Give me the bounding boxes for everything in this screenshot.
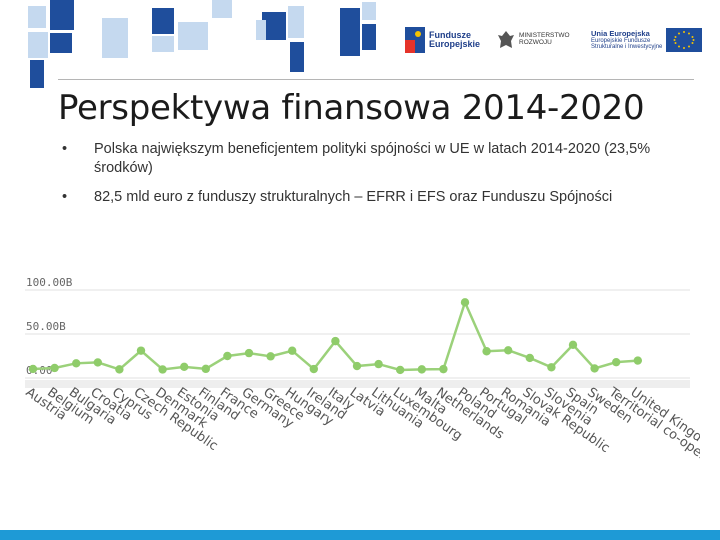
data-point xyxy=(439,364,448,374)
data-point xyxy=(590,364,599,373)
data-point xyxy=(28,364,38,374)
eagle-emblem-icon xyxy=(498,31,514,48)
data-point xyxy=(612,357,621,367)
logo-ministry-line2: ROZWOJU xyxy=(519,39,552,46)
bullet-list: • Polska największym beneficjentem polit… xyxy=(62,140,712,217)
data-point xyxy=(331,336,340,346)
logo-fundusze-europejskie: Fundusze Europejskie xyxy=(405,18,480,62)
bullet-marker: • xyxy=(62,189,68,205)
data-point xyxy=(223,351,232,361)
header-divider xyxy=(58,79,694,80)
data-point xyxy=(72,359,81,368)
data-point xyxy=(309,364,318,374)
funds-line-chart: 100.00B50.00B0.00AustriaBelgiumBulgariaC… xyxy=(23,276,700,470)
data-point xyxy=(633,356,642,365)
data-point xyxy=(201,364,210,374)
logo-eu-line3: Strukturalne i Inwestycyjne xyxy=(591,43,663,50)
data-point xyxy=(158,365,167,374)
data-point xyxy=(93,358,103,367)
partner-logos: Fundusze Europejskie MINISTERSTWO ROZWOJ… xyxy=(405,18,705,62)
bottom-accent-bar xyxy=(0,530,720,540)
logo-fe-line1: Fundusze xyxy=(429,29,471,40)
x-axis-band xyxy=(25,380,690,388)
bullet-text: 82,5 mld euro z funduszy strukturalnych … xyxy=(94,189,613,205)
logo-eu-line2: Europejskie Fundusze xyxy=(591,37,651,44)
data-point xyxy=(547,363,556,372)
data-point xyxy=(460,298,470,307)
bullet-text: Polska największym beneficjentem polityk… xyxy=(94,141,651,176)
logo-ministry-line1: MINISTERSTWO xyxy=(519,32,570,40)
series-line xyxy=(32,298,638,372)
data-point xyxy=(374,359,383,369)
data-point xyxy=(115,365,124,374)
bullet-marker: • xyxy=(62,141,68,157)
data-point xyxy=(136,346,146,355)
decorative-squares xyxy=(28,0,376,88)
data-point xyxy=(50,363,59,373)
y-tick-label: 100.00B xyxy=(26,276,73,289)
data-point xyxy=(568,340,578,350)
fe-star-icon xyxy=(405,27,425,53)
header-decoration xyxy=(0,0,400,95)
data-point xyxy=(352,361,362,371)
eu-flag-icon xyxy=(666,28,703,52)
data-point xyxy=(288,346,297,355)
data-point xyxy=(396,365,405,375)
y-tick-label: 50.00B xyxy=(26,320,66,333)
data-point xyxy=(504,346,513,355)
data-point xyxy=(417,365,426,374)
bullet-item: • Polska największym beneficjentem polit… xyxy=(62,140,712,178)
bullet-item: • 82,5 mld euro z funduszy strukturalnyc… xyxy=(62,188,712,207)
logo-ministerstwo-rozwoju: MINISTERSTWO ROZWOJU xyxy=(497,18,570,62)
logo-eu-line1: Unia Europejska xyxy=(591,28,650,38)
logo-fe-line2: Europejskie xyxy=(429,39,481,49)
data-point xyxy=(266,352,275,361)
data-point xyxy=(180,362,189,372)
data-point xyxy=(244,348,254,358)
slide-title: Perspektywa finansowa 2014-2020 xyxy=(58,88,645,128)
data-point xyxy=(525,353,534,363)
data-point xyxy=(482,347,491,356)
logo-unia-europejska: Unia Europejska Europejskie Fundusze Str… xyxy=(591,18,703,62)
